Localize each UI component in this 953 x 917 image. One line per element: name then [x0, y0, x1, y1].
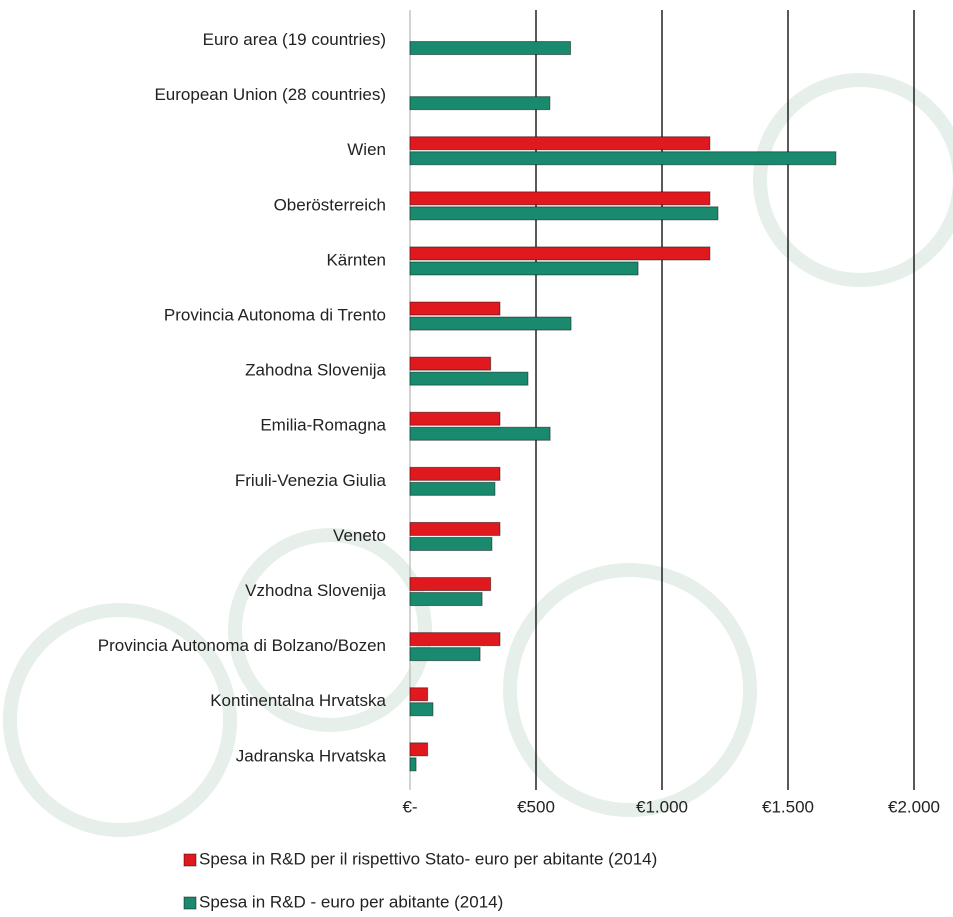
y-tick-label: Oberösterreich — [274, 195, 386, 214]
y-tick-label: Provincia Autonoma di Trento — [164, 306, 386, 325]
y-tick-label: Friuli-Venezia Giulia — [235, 471, 387, 490]
bar — [409, 466, 501, 481]
bar — [409, 592, 483, 607]
bar — [409, 742, 429, 757]
bar — [409, 577, 492, 592]
bar — [409, 96, 551, 111]
bar — [409, 371, 529, 386]
y-tick-label: Euro area (19 countries) — [203, 30, 386, 49]
bar — [409, 41, 572, 56]
bar — [409, 356, 492, 371]
y-tick-label: Zahodna Slovenija — [245, 361, 386, 380]
bar — [409, 481, 496, 496]
y-tick-label: Emilia-Romagna — [260, 416, 386, 435]
bar — [409, 206, 719, 221]
bar — [409, 261, 639, 276]
y-tick-label: Kontinentalna Hrvatska — [210, 691, 386, 710]
legend-swatch — [183, 896, 197, 910]
y-tick-label: Vzhodna Slovenija — [245, 581, 386, 600]
bar — [409, 301, 501, 316]
bar — [409, 191, 711, 206]
x-tick-label: €- — [402, 797, 417, 816]
legend-label: Spesa in R&D - euro per abitante (2014) — [199, 892, 503, 911]
bar — [409, 632, 501, 647]
legend-label: Spesa in R&D per il rispettivo Stato- eu… — [199, 849, 657, 868]
bar — [409, 151, 837, 166]
bar — [409, 426, 551, 441]
bar — [409, 316, 572, 331]
bar — [409, 521, 501, 536]
y-tick-label: Veneto — [333, 526, 386, 545]
y-tick-label: Wien — [347, 140, 386, 159]
y-tick-label: Jadranska Hrvatska — [236, 746, 387, 765]
bar — [409, 246, 711, 261]
y-tick-label: European Union (28 countries) — [154, 85, 386, 104]
bar — [409, 136, 711, 151]
bar — [409, 757, 417, 772]
bar — [409, 411, 501, 426]
x-tick-label: €500 — [517, 797, 555, 816]
bar — [409, 687, 429, 702]
bar — [409, 647, 481, 662]
bar — [409, 702, 434, 717]
legend-swatch — [183, 853, 197, 867]
x-tick-label: €2.000 — [888, 797, 940, 816]
y-tick-label: Kärnten — [326, 250, 386, 269]
x-tick-label: €1.000 — [636, 797, 688, 816]
x-tick-label: €1.500 — [762, 797, 814, 816]
bar — [409, 536, 493, 551]
y-tick-label: Provincia Autonoma di Bolzano/Bozen — [98, 636, 386, 655]
background-gears — [3, 73, 953, 837]
